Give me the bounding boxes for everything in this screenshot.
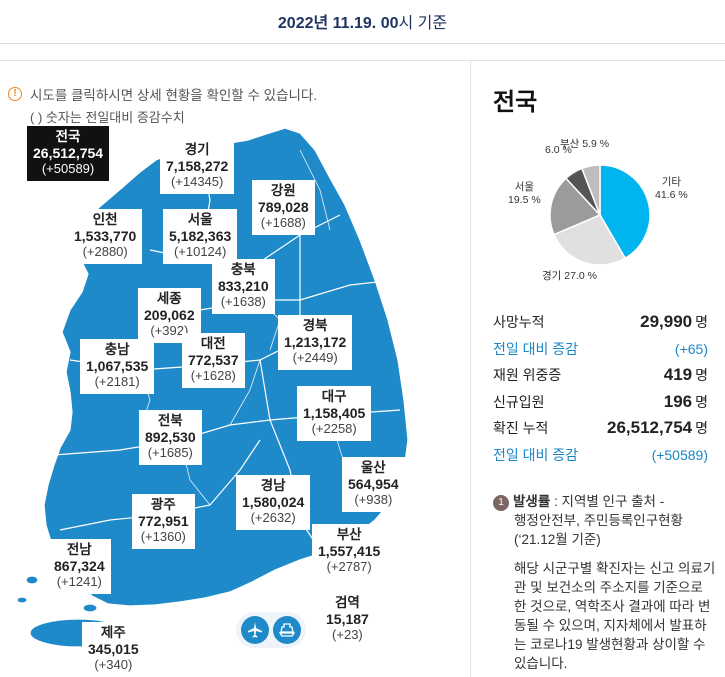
stat-row-critical: 재원 위중증 419 명: [493, 365, 708, 385]
region-label-nationwide[interactable]: 전국 26,512,754 (+50589): [27, 126, 110, 181]
stat-row-deaths: 사망누적 29,990 명: [493, 312, 708, 332]
transport-toggle: [236, 612, 306, 648]
region-label-gangwon[interactable]: 강원 789,028 (+1688): [252, 180, 315, 235]
pie-label-busan: 부산 5.9 %: [560, 138, 610, 150]
notice: ! 시도를 클릭하시면 상세 현황을 확인할 수 있습니다.: [8, 84, 317, 104]
info-icon: !: [8, 87, 22, 101]
region-label-jeonnam[interactable]: 전남 867,324 (+1241): [48, 539, 111, 594]
stat-row-confirmed: 확진 누적 26,512,754 명: [493, 418, 708, 438]
region-label-chungnam[interactable]: 충남 1,067,535 (+2181): [80, 339, 155, 394]
region-label-chungbuk[interactable]: 충북 833,210 (+1638): [212, 259, 275, 314]
region-label-busan[interactable]: 부산 1,557,415 (+2787): [312, 524, 387, 579]
pie-label-gyeonggi: 경기 27.0 %: [542, 270, 597, 282]
divider: [0, 60, 725, 61]
stat-row-deaths-change: 전일 대비 증감 (+65): [493, 340, 708, 357]
region-label-jeonbuk[interactable]: 전북 892,530 (+1685): [139, 410, 202, 465]
region-label-jeju[interactable]: 제주 345,015 (+340): [82, 622, 145, 677]
stat-row-admissions: 신규입원 196 명: [493, 391, 708, 411]
region-label-gyeonggi[interactable]: 경기 7,158,272 (+14345): [160, 139, 235, 194]
region-label-seoul[interactable]: 서울 5,182,363 (+10124): [163, 209, 238, 264]
region-label-gyeongnam[interactable]: 경남 1,580,024 (+2632): [236, 475, 311, 530]
incidence-note: 1 발생률 : 지역별 인구 출처 - 행정안전부, 주민등록인구현황 (‘21.…: [493, 492, 718, 673]
notice-subtext: ( ) 숫자는 전일대비 증감수치: [30, 110, 185, 125]
header-bar: 2022년 11.19. 00시 기준: [0, 0, 725, 44]
note-number-badge: 1: [493, 495, 509, 511]
stat-row-confirmed-change: 전일 대비 증감 (+50589): [493, 446, 708, 463]
reference-date: 2022년 11.19. 00시 기준: [277, 15, 448, 32]
region-label-ulsan[interactable]: 울산 564,954 (+938): [342, 457, 405, 512]
pie-label-incheon: 6.0 %: [545, 144, 572, 156]
divider: [470, 61, 471, 677]
stats-table: 사망누적 29,990 명 전일 대비 증감 (+65) 재원 위중증 419 명 신규입…: [493, 309, 708, 468]
region-title: 전국: [493, 89, 538, 116]
region-label-daejeon[interactable]: 대전 772,537 (+1628): [182, 333, 245, 388]
pie-label-etc: 기타 41.6 %: [655, 176, 688, 201]
pie-slice-기타: [599, 164, 651, 260]
airplane-icon[interactable]: [241, 616, 269, 644]
region-label-quarantine[interactable]: 검역 15,187 (+23): [320, 592, 375, 647]
notice-text: 시도를 클릭하시면 상세 현황을 확인할 수 있습니다.: [30, 88, 318, 103]
ship-icon[interactable]: [273, 616, 301, 644]
pie-label-seoul: 서울 19.5 %: [508, 181, 541, 206]
pie-slice-부산: [580, 164, 601, 216]
region-label-daegu[interactable]: 대구 1,158,405 (+2258): [297, 386, 372, 441]
region-label-incheon[interactable]: 인천 1,533,770 (+2880): [68, 209, 143, 264]
note-body: 해당 시군구별 확진자는 신고 의료기관 및 보건소의 주소지를 기준으로 한 …: [514, 561, 716, 671]
pie-slice-서울: [549, 177, 602, 236]
pie-chart: [549, 164, 651, 266]
region-label-gwangju[interactable]: 광주 772,951 (+1360): [132, 494, 195, 549]
region-label-gyeongbuk[interactable]: 경북 1,213,172 (+2449): [278, 315, 353, 370]
